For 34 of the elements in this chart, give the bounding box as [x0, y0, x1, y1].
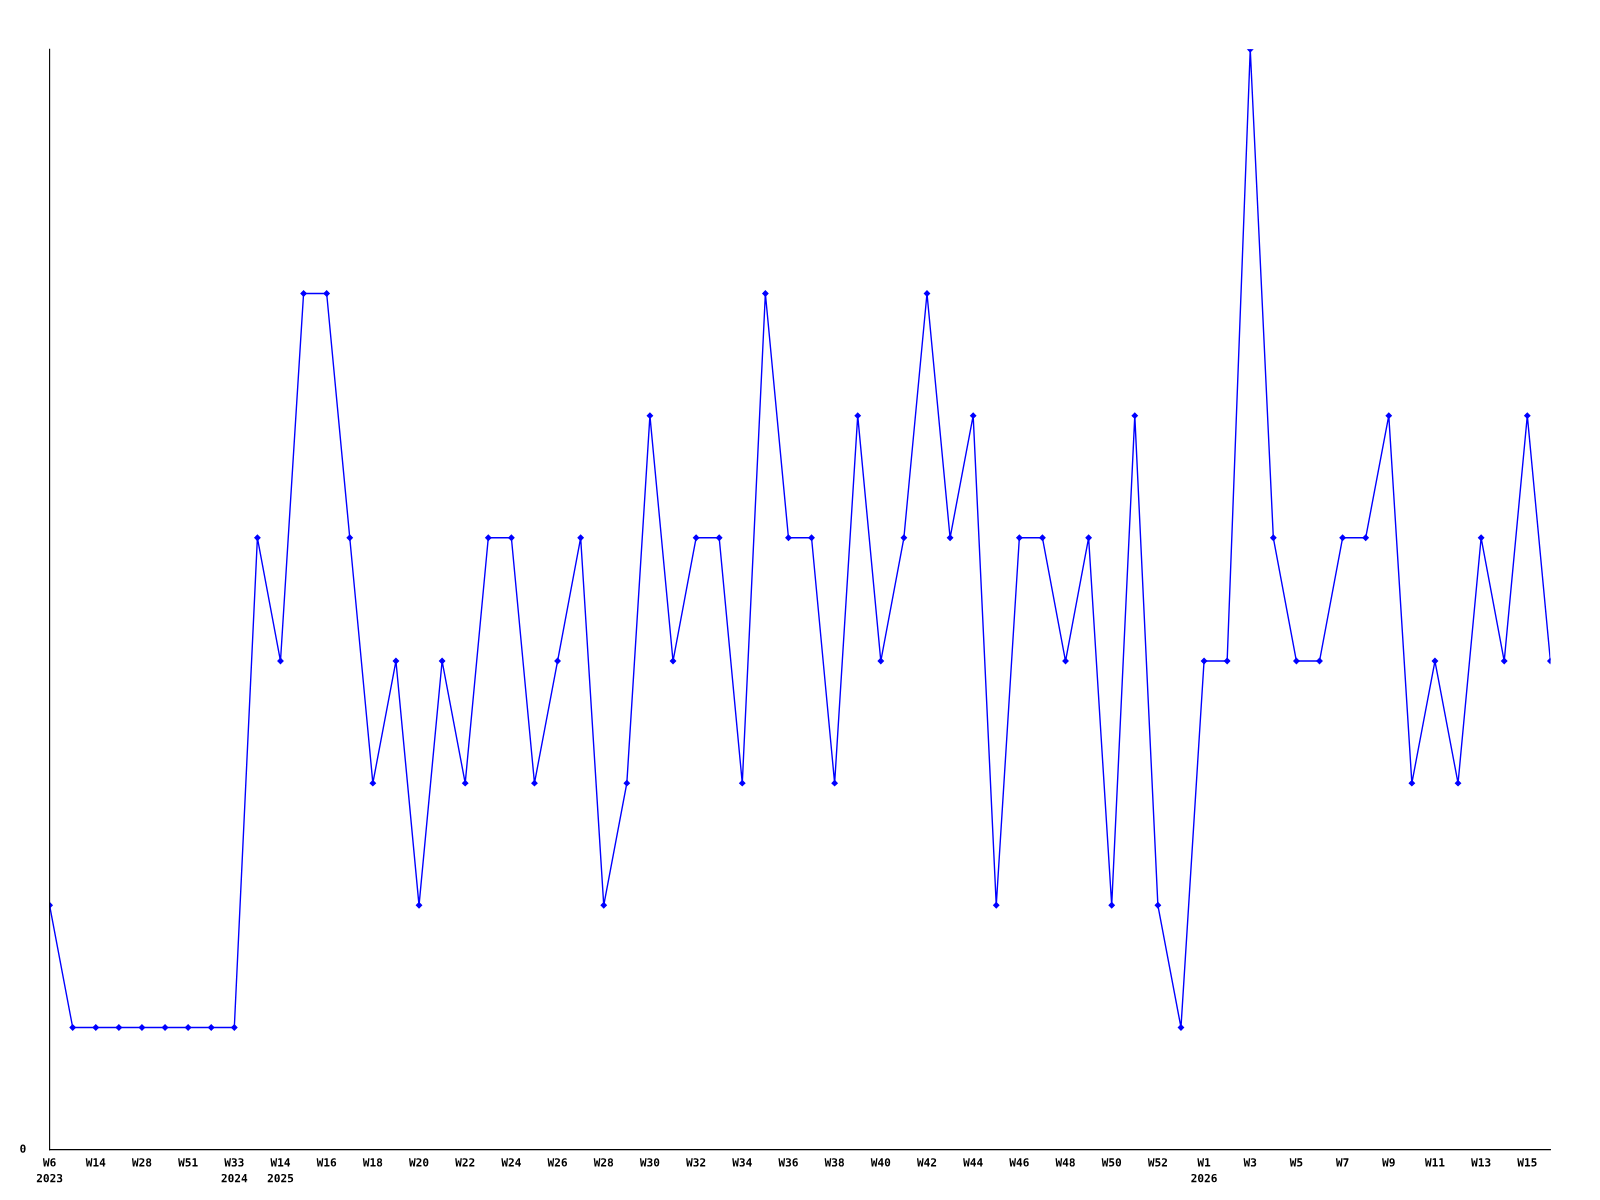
x-tick-label: W15: [1517, 1158, 1537, 1167]
x-tick-label: W38: [824, 1158, 844, 1167]
x-tick-label: W34: [732, 1158, 752, 1167]
x-tick-label: W14: [85, 1158, 106, 1167]
x-tick-label: W28: [593, 1158, 614, 1167]
x-tick-label: W51: [178, 1158, 198, 1167]
x-tick-label: W26: [547, 1158, 567, 1167]
x-tick-label: W48: [1055, 1158, 1075, 1167]
x-tick-label: W7: [1335, 1158, 1349, 1167]
x-tick-label: W3: [1243, 1158, 1257, 1167]
x-tick-label: W24: [501, 1158, 521, 1167]
x-tick-label: W32: [686, 1158, 706, 1167]
x-tick-label: W5: [1289, 1158, 1303, 1167]
x-tick-label: W13: [1471, 1158, 1491, 1167]
x-tick-label: W6 2023: [36, 1158, 63, 1183]
x-tick-label: W33 2024: [221, 1158, 248, 1183]
x-tick-label: W50: [1101, 1158, 1122, 1167]
x-tick-label: W14 2025: [267, 1158, 294, 1183]
x-tick-label: W20: [408, 1158, 429, 1167]
x-tick-label: W16: [316, 1158, 337, 1167]
x-tick-label: W40: [870, 1158, 891, 1167]
x-tick-label: W44: [963, 1158, 983, 1167]
x-tick-label: W42: [916, 1158, 937, 1167]
text: 0: [20, 1144, 26, 1153]
x-tick-label: W52: [1147, 1158, 1167, 1167]
x-tick-label: W22: [455, 1158, 475, 1167]
x-tick-label: W36: [778, 1158, 798, 1167]
x-tick-label: W1 2026: [1191, 1158, 1217, 1183]
x-tick-label: W46: [1009, 1158, 1029, 1167]
x-tick-label: W18: [362, 1158, 383, 1167]
x-tick-label: W11: [1424, 1158, 1445, 1167]
x-tick-label: W9: [1382, 1158, 1395, 1167]
x-tick-label: W28: [131, 1158, 152, 1167]
x-tick-label: W30: [639, 1158, 660, 1167]
